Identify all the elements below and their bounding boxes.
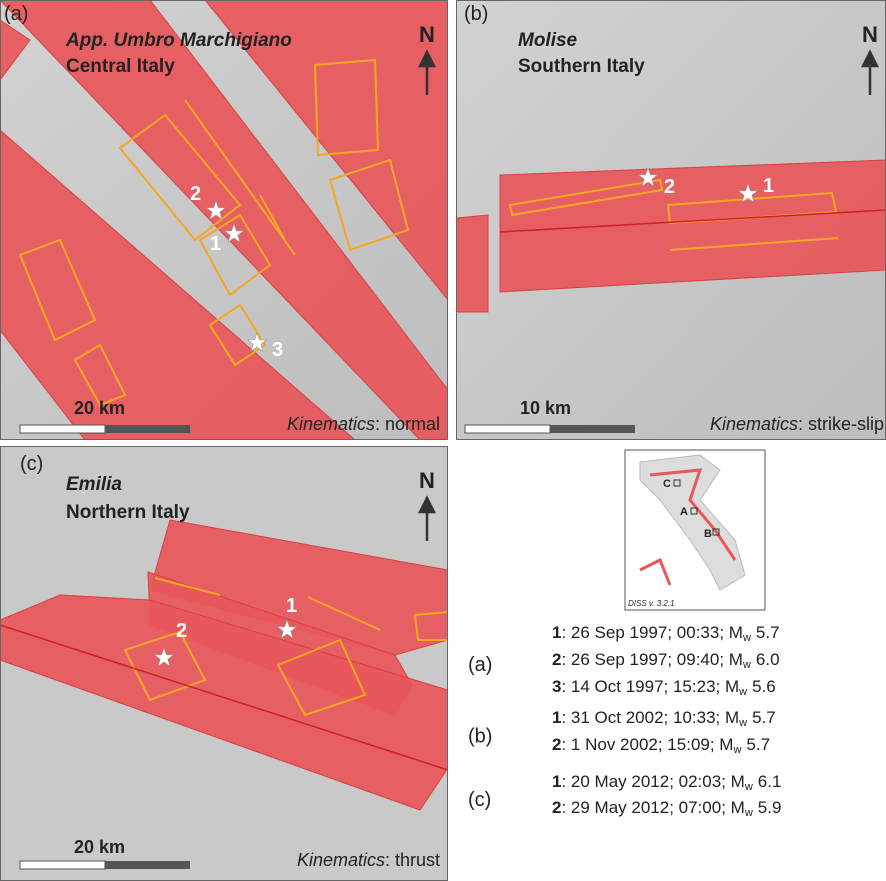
legend-event: 1: 20 May 2012; 02:03; Mw 6.1	[552, 772, 781, 793]
panel-subtitle: Central Italy	[66, 56, 175, 77]
event-mag: 5.7	[752, 708, 776, 727]
kinematics-value: : strike-slip	[798, 414, 884, 434]
legend-event: 2: 26 Sep 1997; 09:40; Mw 6.0	[552, 650, 780, 671]
event-mag-sub: w	[742, 659, 751, 671]
epicenter-label: 2	[664, 176, 675, 198]
event-text: : 26 Sep 1997; 00:33; M	[561, 623, 742, 642]
event-mag: 6.0	[756, 650, 780, 669]
panel-title: Molise	[518, 30, 578, 51]
event-mag: 5.9	[758, 798, 782, 817]
epicenter-label: 1	[763, 175, 774, 197]
event-mag: 5.7	[756, 623, 780, 642]
kinematics-value: : thrust	[385, 850, 440, 870]
event-text: : 20 May 2012; 02:03; M	[561, 772, 744, 791]
figure: 2 1 3 (a) App. Umbro Marchigiano Central…	[0, 0, 886, 881]
scale-label: 20 km	[74, 398, 125, 418]
event-text: : 1 Nov 2002; 15:09; M	[561, 735, 733, 754]
legend-event: 2: 29 May 2012; 07:00; Mw 5.9	[552, 798, 781, 819]
scale-bar	[550, 425, 635, 433]
event-text: : 26 Sep 1997; 09:40; M	[561, 650, 742, 669]
event-mag: 6.1	[758, 772, 782, 791]
north-label: N	[419, 22, 435, 47]
legend-panel: (b)	[468, 726, 492, 748]
kinematics-label: Kinematics	[710, 414, 798, 434]
event-number: 1	[552, 623, 561, 642]
legend-event: 1: 31 Oct 2002; 10:33; Mw 5.7	[552, 708, 776, 729]
panel-label: (a)	[4, 3, 28, 25]
event-mag: 5.6	[752, 677, 776, 696]
legend-event: 2: 1 Nov 2002; 15:09; Mw 5.7	[552, 735, 770, 756]
kinematics: Kinematics: strike-slip	[710, 414, 884, 434]
legend-event: 3: 14 Oct 1997; 15:23; Mw 5.6	[552, 677, 776, 698]
scale-bar	[465, 425, 550, 433]
legend-panel: (a)	[468, 654, 492, 676]
inset-label: B	[704, 528, 712, 540]
panel-title: App. Umbro Marchigiano	[65, 30, 292, 51]
kinematics: Kinematics: normal	[287, 414, 440, 434]
event-mag-sub: w	[732, 744, 741, 756]
north-label: N	[419, 468, 435, 493]
event-mag-sub: w	[744, 807, 753, 819]
event-text: : 31 Oct 2002; 10:33; M	[561, 708, 739, 727]
inset-label: C	[663, 478, 671, 490]
north-label: N	[862, 22, 878, 47]
source-zone	[500, 160, 886, 292]
panel-subtitle: Northern Italy	[66, 502, 190, 523]
scale-label: 20 km	[74, 837, 125, 857]
epicenter-label: 1	[286, 595, 297, 617]
epicenter-label: 3	[272, 339, 283, 361]
epicenter-label: 1	[210, 233, 221, 255]
event-mag: 5.7	[746, 735, 770, 754]
source-zone	[456, 215, 488, 312]
event-number: 2	[552, 735, 561, 754]
kinematics-value: : normal	[375, 414, 440, 434]
event-mag-sub: w	[744, 781, 753, 793]
epicenter-label: 2	[176, 620, 187, 642]
inset-version: DISS v. 3.2.1	[628, 599, 675, 608]
event-mag-sub: w	[738, 717, 747, 729]
scale-bar	[20, 861, 105, 869]
panel-label: (b)	[464, 3, 488, 25]
scale-bar	[105, 861, 190, 869]
event-mag-sub: w	[742, 632, 751, 644]
legend-panel: (c)	[468, 789, 491, 811]
panel-label: (c)	[20, 453, 43, 475]
event-text: : 29 May 2012; 07:00; M	[561, 798, 744, 817]
panel-subtitle: Southern Italy	[518, 56, 645, 77]
scale-label: 10 km	[520, 398, 571, 418]
event-number: 1	[552, 708, 561, 727]
scale-bar	[105, 425, 190, 433]
event-number: 2	[552, 650, 561, 669]
kinematics-label: Kinematics	[297, 850, 385, 870]
inset-label: A	[680, 506, 688, 518]
inset-map: C A B DISS v. 3.2.1	[625, 450, 765, 610]
kinematics: Kinematics: thrust	[297, 850, 440, 870]
event-number: 2	[552, 798, 561, 817]
event-mag-sub: w	[738, 686, 747, 698]
event-text: : 14 Oct 1997; 15:23; M	[561, 677, 739, 696]
scale-bar	[20, 425, 105, 433]
kinematics-label: Kinematics	[287, 414, 375, 434]
epicenter-label: 2	[190, 183, 201, 205]
legend-event: 1: 26 Sep 1997; 00:33; Mw 5.7	[552, 623, 780, 644]
event-number: 1	[552, 772, 561, 791]
event-number: 3	[552, 677, 561, 696]
panel-title: Emilia	[66, 474, 122, 495]
